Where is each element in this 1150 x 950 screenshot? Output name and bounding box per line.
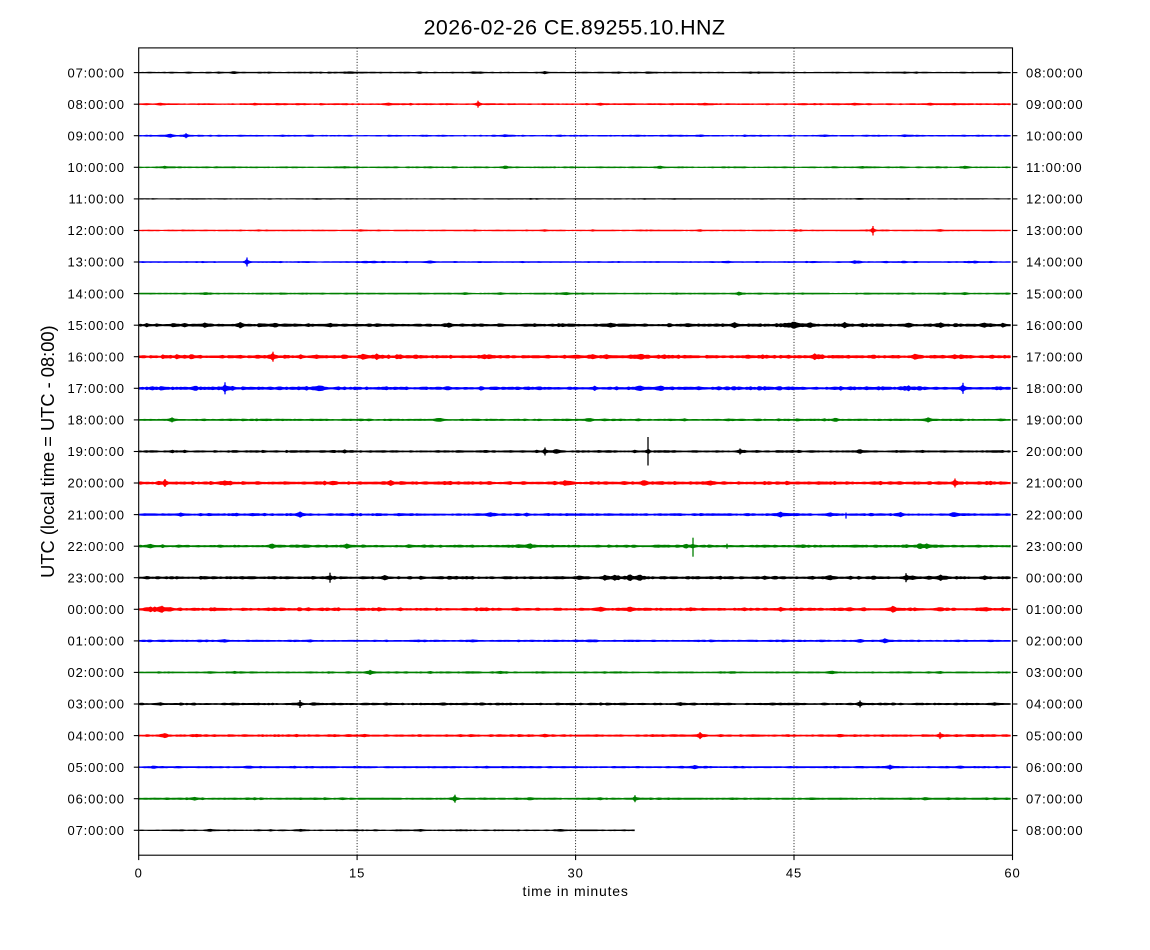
svg-text:60: 60 — [1004, 865, 1020, 880]
svg-text:21:00:00: 21:00:00 — [1026, 476, 1083, 491]
svg-text:16:00:00: 16:00:00 — [67, 349, 124, 364]
svg-text:10:00:00: 10:00:00 — [1026, 128, 1083, 143]
svg-text:21:00:00: 21:00:00 — [67, 507, 124, 522]
svg-text:14:00:00: 14:00:00 — [1026, 255, 1083, 270]
svg-text:18:00:00: 18:00:00 — [67, 413, 124, 428]
svg-text:UTC (local time = UTC - 08:00): UTC (local time = UTC - 08:00) — [37, 325, 58, 577]
svg-text:12:00:00: 12:00:00 — [1026, 192, 1083, 207]
svg-text:08:00:00: 08:00:00 — [1026, 65, 1083, 80]
svg-text:0: 0 — [135, 865, 143, 880]
svg-text:17:00:00: 17:00:00 — [1026, 349, 1083, 364]
svg-text:15: 15 — [349, 865, 365, 880]
svg-text:14:00:00: 14:00:00 — [67, 286, 124, 301]
svg-text:11:00:00: 11:00:00 — [1026, 160, 1082, 175]
svg-text:01:00:00: 01:00:00 — [1026, 602, 1083, 617]
svg-text:03:00:00: 03:00:00 — [67, 697, 124, 712]
svg-text:13:00:00: 13:00:00 — [67, 255, 124, 270]
svg-text:19:00:00: 19:00:00 — [67, 444, 124, 459]
svg-text:06:00:00: 06:00:00 — [1026, 760, 1083, 775]
svg-text:45: 45 — [786, 865, 802, 880]
svg-text:01:00:00: 01:00:00 — [67, 634, 124, 649]
svg-text:07:00:00: 07:00:00 — [67, 65, 124, 80]
svg-text:23:00:00: 23:00:00 — [67, 570, 124, 585]
svg-text:time in minutes: time in minutes — [523, 883, 629, 899]
svg-text:30: 30 — [568, 865, 584, 880]
svg-text:20:00:00: 20:00:00 — [67, 476, 124, 491]
svg-text:09:00:00: 09:00:00 — [67, 128, 124, 143]
svg-text:11:00:00: 11:00:00 — [68, 192, 124, 207]
svg-text:07:00:00: 07:00:00 — [1026, 791, 1083, 806]
svg-text:04:00:00: 04:00:00 — [67, 728, 124, 743]
svg-text:13:00:00: 13:00:00 — [1026, 223, 1083, 238]
svg-text:05:00:00: 05:00:00 — [1026, 728, 1083, 743]
svg-text:03:00:00: 03:00:00 — [1026, 665, 1083, 680]
svg-text:20:00:00: 20:00:00 — [1026, 444, 1083, 459]
svg-text:15:00:00: 15:00:00 — [1026, 286, 1083, 301]
svg-text:02:00:00: 02:00:00 — [67, 665, 124, 680]
svg-text:18:00:00: 18:00:00 — [1026, 381, 1083, 396]
svg-text:00:00:00: 00:00:00 — [67, 602, 124, 617]
svg-text:05:00:00: 05:00:00 — [67, 760, 124, 775]
svg-text:2026-02-26 CE.89255.10.HNZ: 2026-02-26 CE.89255.10.HNZ — [424, 15, 726, 39]
svg-text:08:00:00: 08:00:00 — [1026, 823, 1083, 838]
svg-text:02:00:00: 02:00:00 — [1026, 634, 1083, 649]
svg-text:17:00:00: 17:00:00 — [67, 381, 124, 396]
svg-text:15:00:00: 15:00:00 — [67, 318, 124, 333]
svg-text:19:00:00: 19:00:00 — [1026, 413, 1083, 428]
svg-text:09:00:00: 09:00:00 — [1026, 97, 1083, 112]
svg-text:23:00:00: 23:00:00 — [1026, 539, 1083, 554]
svg-text:04:00:00: 04:00:00 — [1026, 697, 1083, 712]
svg-text:22:00:00: 22:00:00 — [67, 539, 124, 554]
svg-text:12:00:00: 12:00:00 — [67, 223, 124, 238]
svg-text:10:00:00: 10:00:00 — [67, 160, 124, 175]
svg-text:00:00:00: 00:00:00 — [1026, 570, 1083, 585]
svg-text:16:00:00: 16:00:00 — [1026, 318, 1083, 333]
svg-text:08:00:00: 08:00:00 — [67, 97, 124, 112]
svg-text:07:00:00: 07:00:00 — [67, 823, 124, 838]
svg-text:06:00:00: 06:00:00 — [67, 791, 124, 806]
svg-text:22:00:00: 22:00:00 — [1026, 507, 1083, 522]
